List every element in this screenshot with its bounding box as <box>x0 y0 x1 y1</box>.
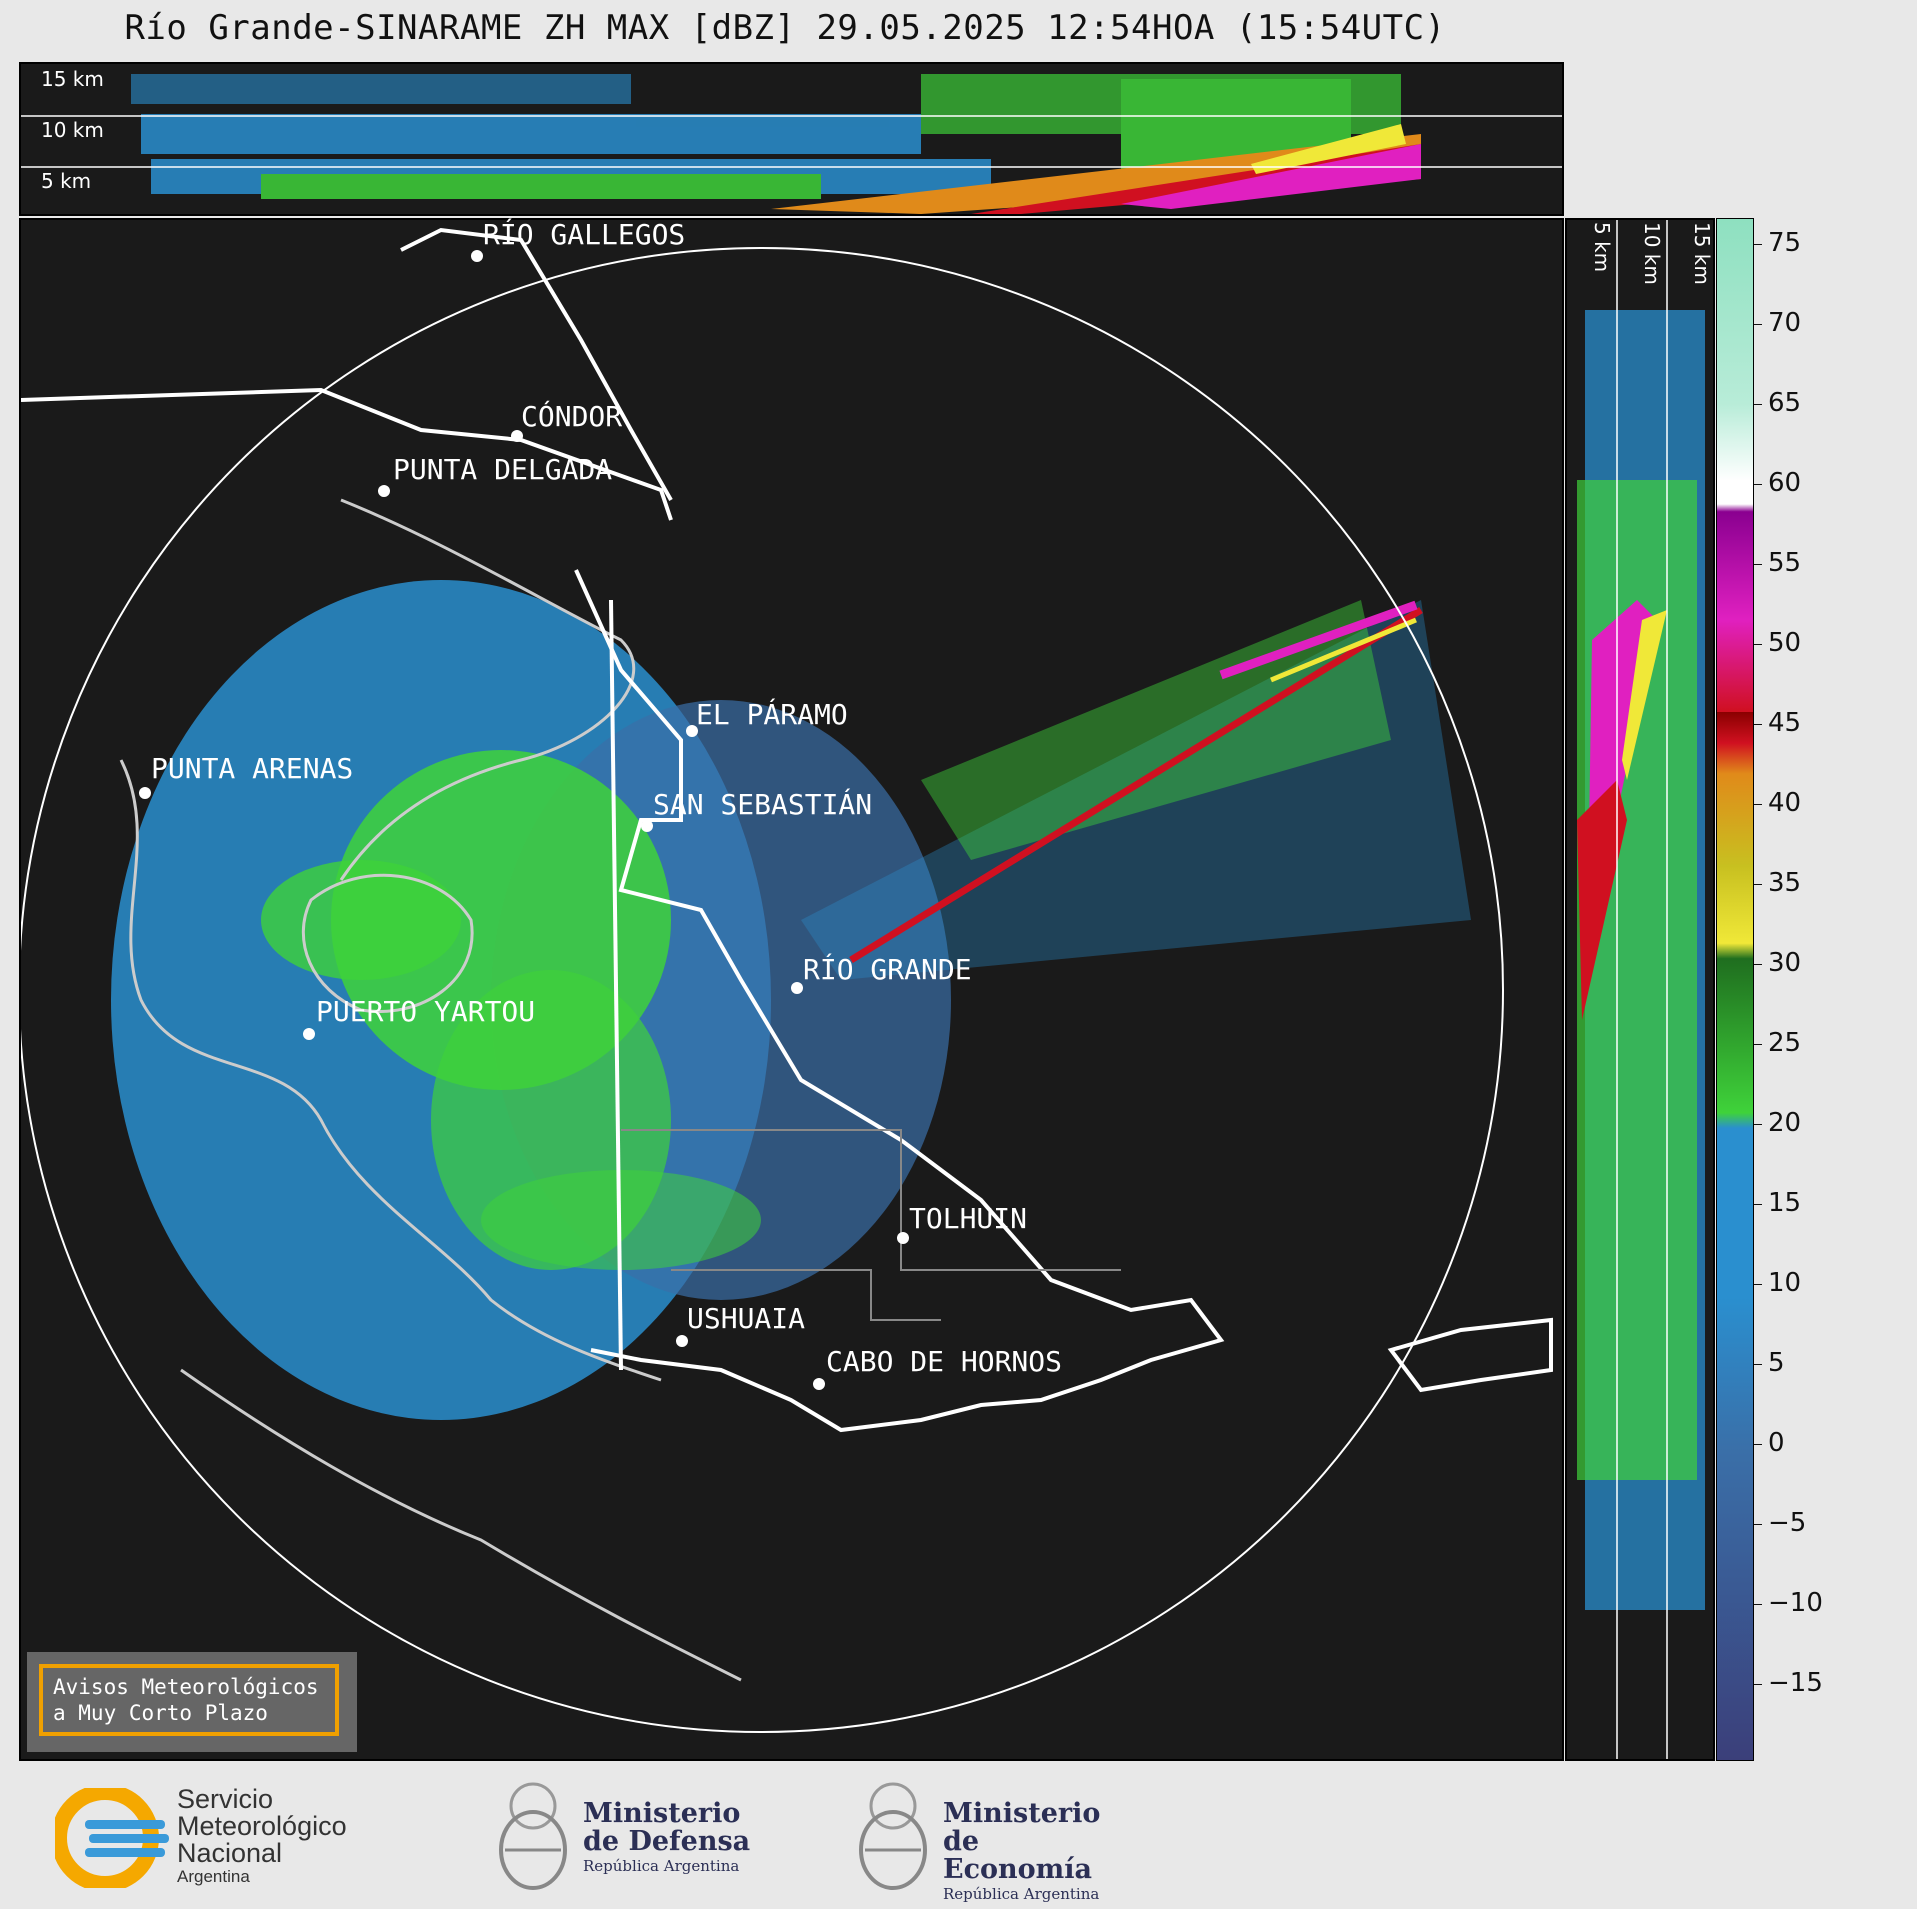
defensa-line-2: de Defensa <box>583 1826 751 1857</box>
radar-map-canvas <box>21 227 1553 1733</box>
national-shield-icon <box>499 1782 567 1890</box>
notice-frame: Avisos Meteorológicos a Muy Corto Plazo <box>39 1664 339 1736</box>
notice-box: Avisos Meteorológicos a Muy Corto Plazo <box>27 1652 357 1752</box>
city-label-el-paramo: EL PÁRAMO <box>696 698 848 731</box>
city-dot-condor <box>511 430 523 442</box>
height-label-10km: 10 km <box>41 118 104 142</box>
city-dot-punta-delgada <box>378 485 390 497</box>
defensa-line-3: República Argentina <box>583 1857 740 1875</box>
height-label-5km: 5 km <box>41 169 92 193</box>
city-dot-puerto-yartou <box>303 1028 315 1040</box>
smn-line-4: Argentina <box>177 1867 250 1886</box>
reflectivity-echoes <box>111 580 1471 1420</box>
city-label-ushuaia: USHUAIA <box>687 1302 806 1335</box>
side-height-label-15km: 15 km <box>1690 222 1714 285</box>
city-label-punta-arenas: PUNTA ARENAS <box>151 752 354 785</box>
defensa-logo: Ministerio de Defensa República Argentin… <box>495 1772 755 1902</box>
radar-map[interactable]: RÍO GALLEGOS CÓNDOR PUNTA DELGADA EL PÁR… <box>19 218 1564 1761</box>
page-title: Río Grande-SINARAME ZH MAX [dBZ] 29.05.2… <box>124 8 1446 48</box>
city-label-puerto-yartou: PUERTO YARTOU <box>316 995 536 1028</box>
city-label-tolhuin: TOLHUIN <box>909 1202 1028 1235</box>
notice-line-2: a Muy Corto Plazo <box>53 1701 268 1725</box>
smn-logo: Servicio Meteorológico Nacional Argentin… <box>55 1782 385 1892</box>
smn-line-1: Servicio <box>177 1784 274 1814</box>
notice-line-1: Avisos Meteorológicos <box>53 1675 319 1699</box>
city-label-punta-delgada: PUNTA DELGADA <box>393 453 613 486</box>
economia-line-1: Ministerio <box>943 1798 1101 1829</box>
smn-line-2: Meteorológico <box>177 1811 347 1841</box>
side-cross-section-echoes <box>1577 220 1705 1759</box>
economia-line-3: República Argentina <box>943 1885 1100 1903</box>
city-dot-el-paramo <box>686 725 698 737</box>
coastlines <box>119 498 742 1682</box>
city-dot-rio-grande <box>791 982 803 994</box>
city-label-san-sebastian: SAN SEBASTIÁN <box>653 788 873 821</box>
national-shield-icon <box>859 1782 927 1890</box>
city-dot-ushuaia <box>676 1335 688 1347</box>
economia-logo: Ministerio de Economía República Argenti… <box>855 1772 1135 1903</box>
city-dot-tolhuin <box>897 1232 909 1244</box>
height-label-15km: 15 km <box>41 67 104 91</box>
economia-line-2: de Economía <box>943 1826 1092 1885</box>
city-dot-rio-gallegos <box>471 250 483 262</box>
city-dot-cabo-de-hornos <box>813 1378 825 1390</box>
borders <box>21 227 1553 1433</box>
city-label-condor: CÓNDOR <box>521 400 623 433</box>
city-label-cabo-de-hornos: CABO DE HORNOS <box>826 1345 1063 1378</box>
defensa-line-1: Ministerio <box>583 1798 741 1829</box>
smn-emblem-icon <box>55 1788 169 1888</box>
side-height-label-5km: 5 km <box>1590 222 1614 273</box>
side-cross-section <box>1565 218 1715 1761</box>
city-label-rio-gallegos: RÍO GALLEGOS <box>483 218 686 251</box>
province-border <box>621 1129 1121 1321</box>
dbz-colorbar <box>1716 218 1754 1761</box>
top-cross-section-echoes <box>21 69 1562 214</box>
city-label-rio-grande: RÍO GRANDE <box>803 953 972 986</box>
side-height-label-10km: 10 km <box>1640 222 1664 285</box>
top-cross-section: 15 km 10 km 5 km <box>19 62 1564 216</box>
city-dot-san-sebastian <box>641 820 653 832</box>
smn-line-3: Nacional <box>177 1838 283 1868</box>
city-dot-punta-arenas <box>139 787 151 799</box>
